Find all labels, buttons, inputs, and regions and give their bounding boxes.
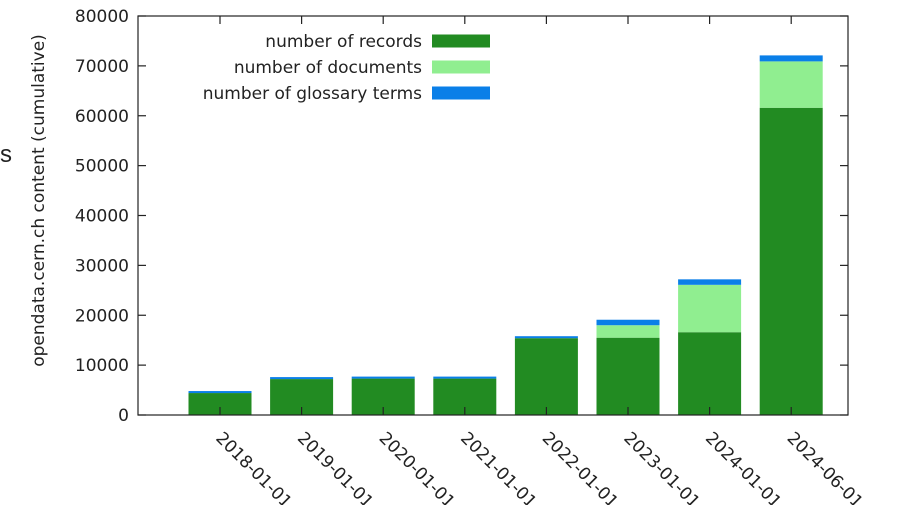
y-tick-label: 10000 xyxy=(75,356,129,376)
bar-segment-number-of-glossary-terms-2018-01-01 xyxy=(188,391,252,394)
legend-swatch xyxy=(432,60,490,74)
stray-text-fragment: s xyxy=(0,141,12,168)
bar-segment-number-of-documents-2024-06-01 xyxy=(759,61,823,108)
legend-swatch xyxy=(432,86,490,100)
y-axis-label: opendata.cern.ch content (cumulative) xyxy=(29,34,49,367)
bar-segment-number-of-records-2022-01-01 xyxy=(514,338,578,415)
bar-segment-number-of-glossary-terms-2021-01-01 xyxy=(433,376,497,379)
bar-segment-number-of-glossary-terms-2022-01-01 xyxy=(514,336,578,339)
bar-segment-number-of-records-2024-01-01 xyxy=(678,332,742,415)
y-tick-label: 40000 xyxy=(75,207,129,227)
legend-label: number of glossary terms xyxy=(203,84,422,104)
legend-swatch xyxy=(432,34,490,48)
x-tick-label: 2024-06-01 xyxy=(783,428,867,505)
x-tick-label: 2019-01-01 xyxy=(293,428,377,505)
y-tick-label: 70000 xyxy=(75,57,129,77)
y-tick-label: 50000 xyxy=(75,157,129,177)
y-tick-label: 60000 xyxy=(75,107,129,127)
legend-label: number of records xyxy=(265,32,422,52)
y-tick-label: 80000 xyxy=(75,7,129,27)
bar-segment-number-of-glossary-terms-2024-06-01 xyxy=(759,55,823,62)
x-tick-label: 2021-01-01 xyxy=(456,428,540,505)
bar-segment-number-of-glossary-terms-2020-01-01 xyxy=(351,376,415,379)
x-tick-label: 2023-01-01 xyxy=(619,428,703,505)
y-tick-label: 0 xyxy=(118,406,129,426)
y-tick-label: 20000 xyxy=(75,306,129,326)
legend-label: number of documents xyxy=(234,58,422,78)
bar-segment-number-of-records-2023-01-01 xyxy=(596,337,660,415)
bar-segment-number-of-records-2024-06-01 xyxy=(759,107,823,416)
bar-segment-number-of-documents-2023-01-01 xyxy=(596,325,660,338)
x-tick-label: 2018-01-01 xyxy=(211,428,295,505)
bar-segment-number-of-records-2018-01-01 xyxy=(188,393,252,415)
bar-segment-number-of-glossary-terms-2019-01-01 xyxy=(270,377,334,380)
x-tick-label: 2024-01-01 xyxy=(701,428,785,505)
bar-segment-number-of-documents-2024-01-01 xyxy=(678,284,742,333)
x-tick-label: 2020-01-01 xyxy=(375,428,459,505)
bar-segment-number-of-glossary-terms-2024-01-01 xyxy=(678,279,742,285)
bar-segment-number-of-glossary-terms-2023-01-01 xyxy=(596,319,660,326)
x-tick-label: 2022-01-01 xyxy=(538,428,622,505)
y-tick-label: 30000 xyxy=(75,256,129,276)
